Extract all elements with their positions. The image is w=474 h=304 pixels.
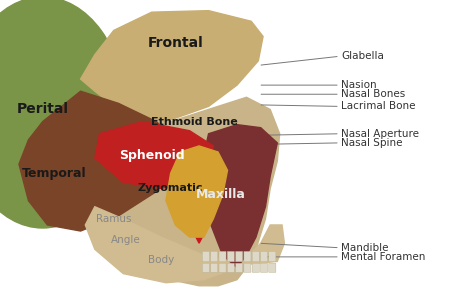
Text: Frontal: Frontal [147, 36, 203, 50]
Text: Ethmoid Bone: Ethmoid Bone [151, 117, 238, 126]
Text: Mandible: Mandible [341, 243, 389, 253]
FancyBboxPatch shape [244, 251, 251, 262]
Text: Nasion: Nasion [341, 80, 377, 90]
Text: Glabella: Glabella [341, 51, 384, 61]
FancyBboxPatch shape [269, 263, 276, 272]
Text: Lacrimal Bone: Lacrimal Bone [341, 102, 416, 111]
Polygon shape [85, 207, 284, 283]
FancyBboxPatch shape [252, 263, 259, 272]
Text: Ramus: Ramus [96, 214, 131, 224]
Polygon shape [199, 125, 277, 268]
FancyBboxPatch shape [219, 263, 226, 272]
Text: Temporal: Temporal [22, 167, 87, 180]
Text: Mental Foramen: Mental Foramen [341, 252, 426, 262]
FancyBboxPatch shape [269, 251, 276, 262]
Text: Nasal Aperture: Nasal Aperture [341, 129, 419, 139]
FancyBboxPatch shape [202, 251, 210, 262]
Text: Angle: Angle [111, 235, 140, 245]
Text: Nasal Bones: Nasal Bones [341, 89, 406, 99]
Polygon shape [19, 91, 180, 231]
Polygon shape [166, 146, 228, 237]
Text: Maxilla: Maxilla [195, 188, 246, 201]
FancyBboxPatch shape [227, 263, 234, 272]
FancyBboxPatch shape [261, 251, 267, 262]
Text: Sphenoid: Sphenoid [119, 149, 184, 161]
Polygon shape [190, 188, 209, 243]
FancyBboxPatch shape [261, 263, 267, 272]
Polygon shape [95, 122, 213, 188]
FancyBboxPatch shape [202, 263, 210, 272]
Polygon shape [114, 97, 280, 286]
Text: Perital: Perital [17, 102, 69, 116]
Ellipse shape [0, 0, 126, 228]
Text: Nasal Spine: Nasal Spine [341, 138, 403, 148]
Polygon shape [81, 11, 263, 122]
FancyBboxPatch shape [210, 263, 218, 272]
FancyBboxPatch shape [227, 251, 234, 262]
Text: Zygomatic: Zygomatic [138, 184, 203, 193]
FancyBboxPatch shape [236, 251, 243, 262]
FancyBboxPatch shape [219, 251, 226, 262]
FancyBboxPatch shape [210, 251, 218, 262]
FancyBboxPatch shape [252, 251, 259, 262]
FancyBboxPatch shape [236, 263, 243, 272]
FancyBboxPatch shape [244, 263, 251, 272]
Text: Body: Body [148, 255, 174, 265]
